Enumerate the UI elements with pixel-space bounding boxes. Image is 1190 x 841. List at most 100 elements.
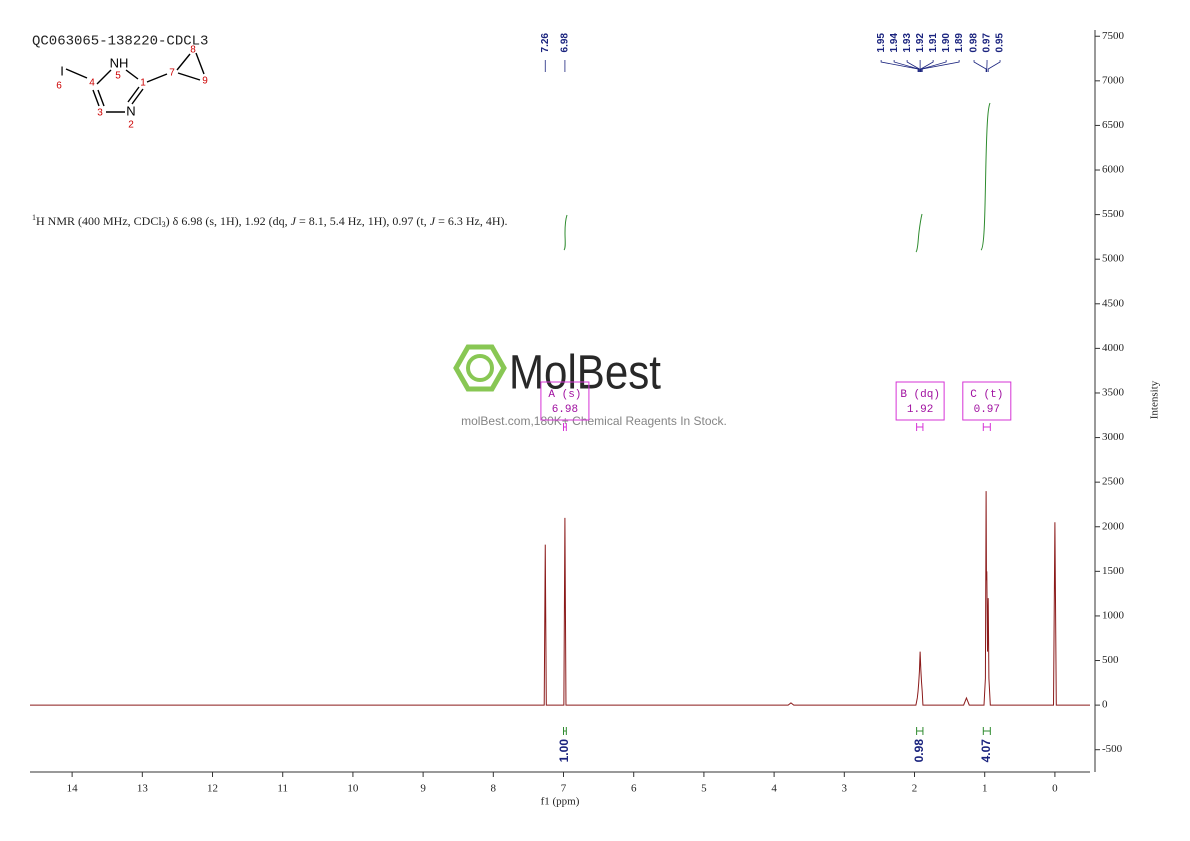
atom-number: 1 [140,78,146,89]
x-axis-label: f1 (ppm) [541,796,580,808]
x-tick-label: 2 [912,783,918,795]
atom-number: 9 [202,76,208,87]
x-tick-label: 3 [842,783,848,795]
multiplet-range [982,423,991,431]
peak-label: 1.90 [941,33,952,53]
x-tick-label: 4 [771,783,777,795]
atom-number: 8 [190,45,196,56]
atom-number: 5 [115,71,121,82]
desc-part: J [430,214,436,228]
atom-number: 6 [56,81,62,92]
y-tick-label: 4000 [1102,342,1125,354]
peak-label: 0.95 [995,33,1006,53]
y-tick-label: 1000 [1102,609,1125,621]
logo-text: MolBest [509,347,661,400]
integral-bracket [982,727,991,735]
x-tick-label: 0 [1052,783,1058,795]
peak-label: 1.94 [889,33,900,53]
peak-label: 1.89 [954,33,965,53]
multiplet-label: C (t) [970,389,1003,401]
multiplet-box [962,381,1012,421]
y-axis-label: Intensity [1149,380,1161,419]
desc-part: J [291,214,297,228]
peak-leader [920,60,934,72]
y-tick-label: 0 [1102,699,1108,711]
peak-leader [987,60,1001,72]
x-tick-label: 5 [701,783,707,795]
multiplet-label: A (s) [548,389,581,401]
peak-label: 7.26 [540,33,551,53]
integral-label: 4.07 [979,739,993,763]
x-tick-label: 12 [207,783,218,795]
atom-label: NH [110,55,129,70]
watermark-tagline: molBest.com,180K+ Chemical Reagents In S… [461,414,727,428]
x-tick-label: 13 [137,783,149,795]
peak-label: 6.98 [560,33,571,53]
x-tick-label: 7 [561,783,567,795]
multiplet-box [540,381,590,421]
peak-label: 1.92 [915,33,926,53]
atom-number: 7 [169,68,175,79]
nmr-description: 1H NMR (400 MHz, CDCl3) δ 6.98 (s, 1H), … [32,213,508,229]
molecule: I 6 4 NH 5 1 3 N 2 7 8 9 [56,45,208,131]
desc-part: 3 [162,220,166,229]
peak-leader [880,60,919,72]
x-tick-label: 14 [67,783,79,795]
peak-label: 0.97 [982,33,993,53]
desc-part: = 6.3 Hz, 4H). [435,214,507,228]
y-tick-label: 2500 [1102,476,1125,488]
bonds [65,52,205,113]
atom-label: N [126,103,135,118]
y-tick-label: 4500 [1102,297,1125,309]
peak-leader [921,60,960,72]
x-tick-label: 11 [277,783,288,795]
integral-label: 0.98 [912,739,926,763]
logo-hexagon [453,344,507,392]
y-tick-label: 2000 [1102,520,1125,532]
watermark: MolBest molBest.com,180K+ Chemical Reage… [453,344,727,428]
sample-title: QC063065-138220-CDCL3 [32,34,208,50]
integral-curves [563,102,991,253]
multiplet-shift: 0.97 [974,404,1000,416]
y-tick-label: 1500 [1102,565,1125,577]
y-tick-label: 3500 [1102,387,1125,399]
y-tick-label: 6000 [1102,164,1125,176]
desc-part: 1 [32,213,36,222]
x-tick-label: 10 [347,783,359,795]
peak-label: 1.93 [902,33,913,53]
peak-leader [893,60,920,72]
y-tick-label: 7000 [1102,74,1125,86]
desc-part: = 8.1, 5.4 Hz, 1H), 0.97 (t, [296,214,430,228]
y-tick-label: 6500 [1102,119,1125,131]
peak-leader [973,60,987,72]
multiplet-shift: 6.98 [552,404,578,416]
x-tick-label: 9 [420,783,426,795]
multiplet-label: B (dq) [900,389,940,401]
y-tick-label: 3000 [1102,431,1125,443]
atom-label: I [60,63,64,78]
peak-leader [921,60,947,72]
y-tick-label: 5000 [1102,253,1125,265]
y-tick-label: 5500 [1102,208,1125,220]
x-tick-label: 1 [982,783,988,795]
atom-number: 3 [97,108,103,119]
atom-number: 4 [89,78,95,89]
integral-label: 1.00 [557,739,571,763]
integral-bracket [563,727,567,735]
multiplet-shift: 1.92 [907,404,933,416]
y-tick-label: 7500 [1102,30,1125,42]
desc-part: H NMR (400 MHz, CDCl [36,214,162,228]
peak-label: 0.98 [969,33,980,53]
multiplet-range [916,423,924,431]
y-tick-label: 500 [1102,654,1119,666]
integral-bracket [916,727,924,735]
peak-label: 1.95 [876,33,887,53]
y-tick-label: -500 [1102,743,1123,755]
spectrum-line [30,491,1090,706]
x-tick-label: 6 [631,783,637,795]
peak-label: 1.91 [928,33,939,53]
desc-part: ) δ 6.98 (s, 1H), 1.92 (dq, [166,214,291,228]
atom-number: 2 [128,120,134,131]
logo-ring [466,354,494,382]
